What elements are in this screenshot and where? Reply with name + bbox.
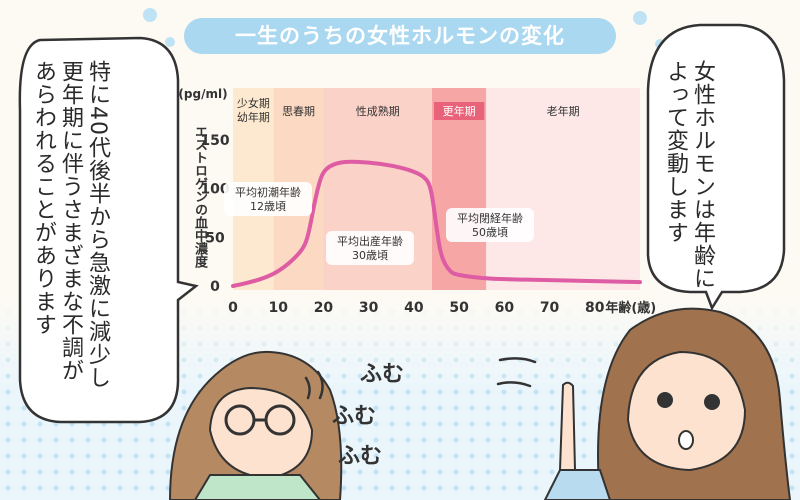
right-speech-text: 女性ホルモンは年齢によって変動します (663, 60, 715, 290)
annotation-box (446, 208, 534, 242)
decor-dot (143, 8, 157, 22)
annotation-box (326, 231, 414, 265)
left-speech-text: 特に40代後半から急激に減少し更年期に伴うさまざまな不調があらわれることがありま… (31, 60, 110, 389)
decor-dot (633, 11, 647, 25)
x-tick-label: 50 (449, 300, 469, 316)
x-axis-label: 年齢(歳) (605, 300, 656, 316)
x-tick-label: 60 (495, 300, 515, 316)
chart-title: 一生のうちの女性ホルモンの変化 (235, 24, 565, 48)
right-speech-bubble (646, 23, 786, 311)
y-tick-label: 100 (200, 182, 229, 198)
y-tick-label: 50 (205, 230, 225, 246)
pointing-woman-character (543, 307, 792, 500)
x-tick-label: 0 (228, 300, 238, 316)
x-tick-label: 30 (359, 300, 379, 316)
annotation-label: 平均閉経年齢 50歳頃 (457, 211, 523, 239)
x-tick-label: 70 (540, 300, 560, 316)
stage-label: 性成熟期 (356, 104, 400, 118)
y-tick-label: 0 (210, 279, 220, 295)
stage-label: 思春期 (282, 105, 315, 118)
x-tick-label: 80 (585, 300, 605, 316)
y-axis-label: エストロゲンの血中濃度 (192, 125, 207, 268)
x-tick-label: 40 (404, 300, 424, 316)
motion-lines (304, 357, 537, 400)
sound-effect-fumu: ふむ (332, 404, 377, 429)
annotation-label: 平均初潮年齢 12歳頃 (235, 185, 301, 213)
sound-effect-fumu: ふむ (338, 444, 383, 469)
stage-label: 更年期 (443, 104, 476, 118)
y-tick-label: 150 (200, 133, 229, 149)
annotation-label: 平均出産年齢 30歳頃 (337, 234, 403, 262)
unit-label: (pg/ml) (178, 87, 227, 101)
x-tick-label: 10 (268, 300, 288, 316)
decor-dot (165, 37, 175, 47)
stage-label-badge (433, 102, 485, 120)
estrogen-curve (231, 159, 642, 288)
sound-effect-fumu: ふむ (360, 362, 405, 387)
left-speech-bubble (18, 36, 199, 424)
annotation-box (224, 182, 312, 216)
x-tick-label: 20 (314, 300, 334, 316)
stage-label: 少女期幼年期 (237, 96, 270, 124)
stage-label: 老年期 (547, 104, 580, 118)
stage-band (486, 88, 640, 290)
title-banner (184, 18, 616, 54)
glasses-woman-character (168, 350, 343, 500)
